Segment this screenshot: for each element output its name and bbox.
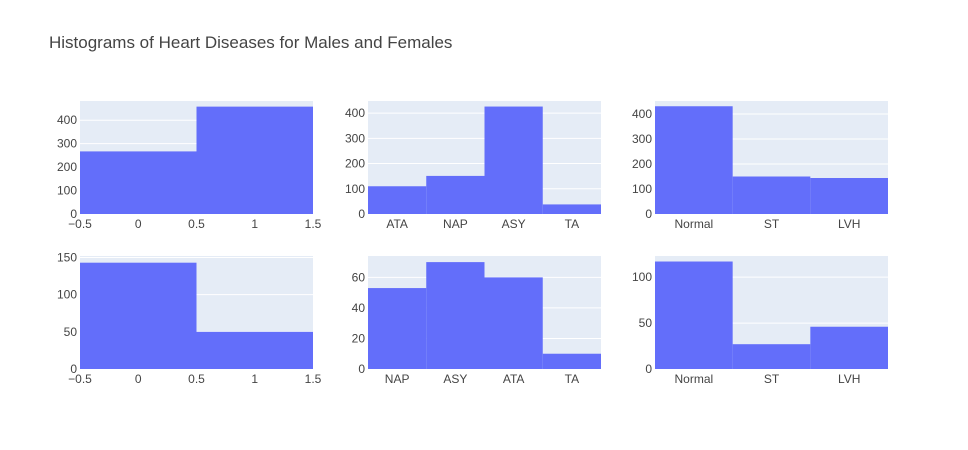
histogram-bar — [426, 175, 485, 214]
histogram-bar — [810, 326, 888, 369]
histogram-bar — [368, 186, 427, 214]
x-tick-label: 1 — [251, 217, 258, 231]
histogram-bar — [426, 262, 485, 369]
histogram-bar — [80, 262, 197, 369]
x-tick-label: 0.5 — [188, 372, 205, 386]
histogram-bar — [542, 204, 601, 214]
y-tick-label: 0 — [645, 362, 652, 376]
histogram-bar — [732, 344, 811, 369]
x-tick-label: TA — [565, 372, 579, 386]
subplot-3: 0 100 200 300 400 Normal ST LVH — [632, 101, 888, 231]
histogram-bar — [655, 106, 733, 214]
x-tick-label: 1.5 — [305, 372, 322, 386]
y-tick-label: 200 — [57, 160, 77, 174]
x-tick-label: ST — [764, 217, 780, 231]
histogram-bar — [196, 331, 313, 369]
x-tick-label: ATA — [503, 372, 525, 386]
x-tick-label: ST — [764, 372, 780, 386]
y-tick-label: 100 — [345, 182, 365, 196]
histogram-bar — [196, 106, 313, 214]
x-tick-label: −0.5 — [68, 372, 92, 386]
x-tick-label: −0.5 — [68, 217, 92, 231]
histogram-bar — [542, 353, 601, 369]
y-tick-label: 400 — [57, 113, 77, 127]
y-tick-label: 100 — [57, 184, 77, 198]
y-tick-label: 0 — [358, 207, 365, 221]
y-tick-label: 100 — [632, 270, 652, 284]
x-tick-label: NAP — [443, 217, 468, 231]
histogram-bar — [80, 151, 197, 214]
x-tick-label: Normal — [674, 372, 713, 386]
x-tick-label: LVH — [838, 372, 860, 386]
x-tick-label: 0 — [135, 372, 142, 386]
y-tick-label: 100 — [632, 182, 652, 196]
x-tick-label: 0 — [135, 217, 142, 231]
y-tick-label: 400 — [632, 107, 652, 121]
subplot-2: 0 100 200 300 400 ATA NAP ASY TA — [345, 101, 601, 231]
x-tick-label: ASY — [443, 372, 467, 386]
histogram-bar — [655, 261, 733, 369]
y-tick-label: 100 — [57, 288, 77, 302]
y-tick-label: 60 — [352, 270, 366, 284]
y-tick-label: 200 — [345, 157, 365, 171]
chart-title: Histograms of Heart Diseases for Males a… — [49, 33, 453, 52]
y-tick-label: 200 — [632, 157, 652, 171]
histogram-bar — [732, 176, 811, 214]
x-tick-label: NAP — [385, 372, 410, 386]
y-tick-label: 20 — [352, 331, 366, 345]
x-tick-label: 1 — [251, 372, 258, 386]
histogram-bar — [484, 106, 543, 214]
x-tick-label: 1.5 — [305, 217, 322, 231]
x-tick-label: ASY — [502, 217, 526, 231]
subplot-6: 0 50 100 Normal ST LVH — [632, 256, 888, 386]
y-tick-label: 300 — [345, 131, 365, 145]
y-tick-label: 50 — [639, 316, 653, 330]
histogram-bar — [484, 277, 543, 369]
y-tick-label: 0 — [70, 362, 77, 376]
x-tick-label: TA — [565, 217, 579, 231]
histogram-bar — [810, 178, 888, 214]
x-tick-label: 0.5 — [188, 217, 205, 231]
y-tick-label: 150 — [57, 250, 77, 264]
y-tick-label: 0 — [70, 207, 77, 221]
y-tick-label: 40 — [352, 301, 366, 315]
y-tick-label: 400 — [345, 106, 365, 120]
subplot-5: 0 20 40 60 NAP ASY ATA TA — [352, 256, 601, 386]
y-tick-label: 0 — [645, 207, 652, 221]
y-tick-label: 0 — [358, 362, 365, 376]
x-tick-label: Normal — [674, 217, 713, 231]
y-tick-label: 50 — [64, 325, 78, 339]
histogram-bar — [368, 288, 427, 369]
y-tick-label: 300 — [632, 132, 652, 146]
y-tick-label: 300 — [57, 137, 77, 151]
x-tick-label: ATA — [386, 217, 408, 231]
x-tick-label: LVH — [838, 217, 860, 231]
